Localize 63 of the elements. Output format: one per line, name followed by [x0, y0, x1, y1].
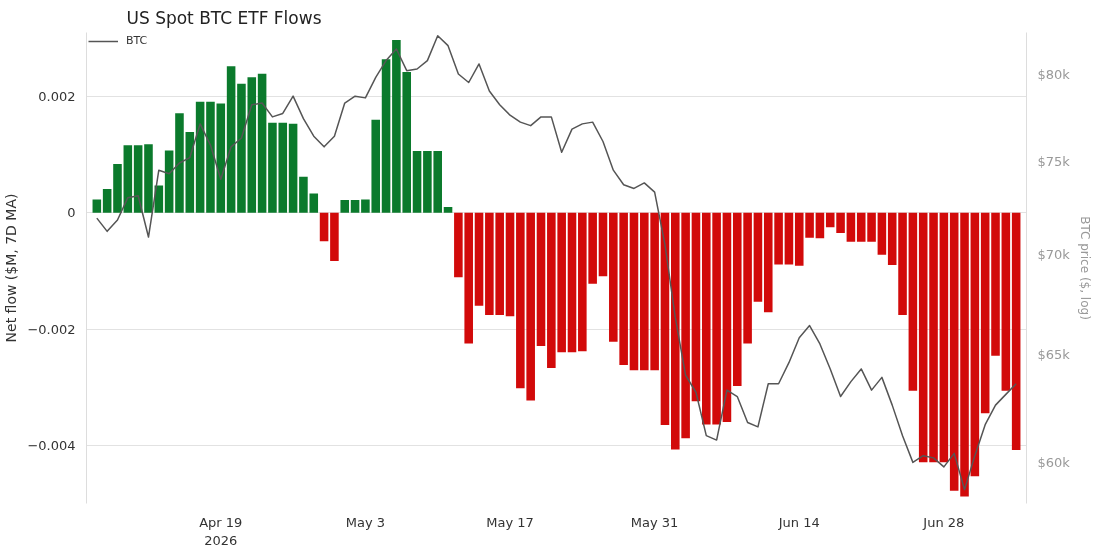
y-tick-label: 0 [67, 205, 76, 221]
x-tick-label: May 17 [486, 514, 534, 530]
bar [505, 212, 515, 317]
chart-title: US Spot BTC ETF Flows [126, 7, 322, 28]
y-tick-label: −0.002 [27, 321, 76, 337]
bar [123, 145, 133, 213]
x-tick-label: May 3 [345, 514, 386, 530]
bar [1011, 212, 1021, 450]
bar [722, 212, 732, 423]
y2-tick-label: $70k [1037, 246, 1071, 262]
y2-tick-label: $80k [1037, 66, 1071, 82]
bar [257, 73, 267, 213]
line-series [96, 35, 1017, 491]
bar [412, 151, 422, 213]
bar [877, 212, 887, 255]
bar [195, 101, 205, 213]
bar [929, 212, 938, 463]
bar [815, 212, 825, 239]
y2-tick-label: $60k [1037, 454, 1071, 470]
bar [908, 212, 918, 391]
bar [536, 212, 546, 346]
bar [164, 150, 174, 213]
x-tick-label: May 31 [630, 514, 679, 530]
legend-label: BTC [126, 34, 148, 47]
bar [918, 212, 928, 463]
bar [92, 199, 102, 213]
bar [330, 212, 339, 262]
bar [949, 212, 959, 491]
bar [350, 199, 360, 213]
bar [980, 212, 990, 414]
bar [598, 212, 608, 277]
bar [288, 123, 298, 213]
x-tick-label: Jun 14 [777, 514, 820, 530]
bar [567, 212, 577, 353]
y2-tick-label: $65k [1037, 346, 1071, 362]
y-tick-label: −0.004 [27, 437, 76, 453]
y-axis-title: Net flow ($M, 7D MA) [3, 193, 20, 343]
bar [226, 66, 236, 213]
bar [1001, 212, 1011, 391]
x-tick-label: Apr 19 2026 [199, 514, 243, 548]
bar [175, 113, 184, 213]
bar [691, 212, 701, 402]
bar [102, 188, 112, 213]
bar [939, 212, 949, 463]
y-tick-label: 0.002 [38, 88, 76, 104]
bar [381, 59, 391, 213]
bar [784, 212, 794, 265]
bar [144, 144, 153, 213]
bar [113, 163, 122, 213]
bar [443, 206, 453, 213]
y2-tick-label: $75k [1037, 153, 1071, 169]
bar [340, 199, 350, 213]
bar [154, 185, 164, 213]
bar [474, 212, 484, 306]
bar [629, 212, 639, 371]
y2-axis-title: BTC price ($, log) [1077, 216, 1092, 320]
bar [991, 212, 1000, 356]
x-tick-label: Jun 28 [922, 514, 965, 530]
bar [960, 212, 969, 497]
bar [319, 212, 329, 242]
bar [753, 212, 763, 302]
bar [846, 212, 856, 242]
bar [970, 212, 980, 477]
